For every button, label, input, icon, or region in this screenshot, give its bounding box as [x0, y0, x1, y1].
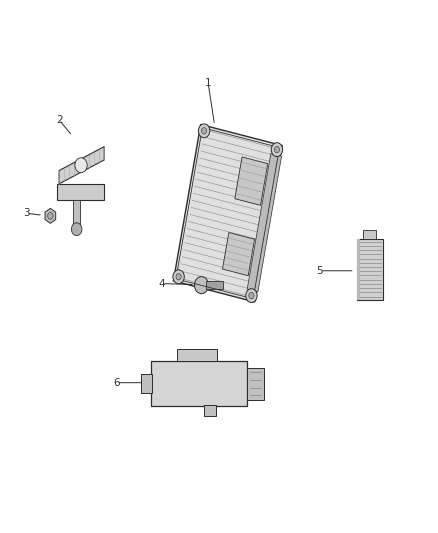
FancyBboxPatch shape: [363, 230, 376, 239]
Text: 2: 2: [56, 115, 63, 125]
Circle shape: [249, 293, 254, 299]
FancyBboxPatch shape: [357, 239, 360, 300]
Polygon shape: [57, 184, 104, 200]
Circle shape: [201, 127, 207, 134]
Text: 4: 4: [159, 279, 166, 288]
Circle shape: [194, 277, 208, 294]
Circle shape: [246, 289, 257, 303]
Polygon shape: [223, 232, 254, 276]
FancyBboxPatch shape: [206, 281, 223, 289]
Polygon shape: [235, 157, 268, 205]
Circle shape: [271, 143, 283, 157]
FancyBboxPatch shape: [357, 239, 383, 300]
Circle shape: [75, 158, 87, 173]
Circle shape: [198, 124, 210, 138]
Polygon shape: [247, 154, 282, 292]
Circle shape: [274, 147, 279, 153]
FancyBboxPatch shape: [141, 374, 152, 393]
Circle shape: [48, 213, 53, 219]
Circle shape: [71, 223, 82, 236]
FancyBboxPatch shape: [177, 350, 217, 361]
Text: 5: 5: [316, 266, 323, 276]
Polygon shape: [45, 208, 56, 223]
Circle shape: [176, 273, 181, 280]
Polygon shape: [59, 147, 104, 184]
FancyBboxPatch shape: [204, 405, 216, 416]
Circle shape: [173, 270, 184, 284]
Polygon shape: [173, 125, 282, 302]
Text: 1: 1: [205, 78, 212, 87]
FancyBboxPatch shape: [73, 200, 80, 229]
Text: 6: 6: [113, 378, 120, 387]
FancyBboxPatch shape: [151, 361, 247, 406]
Text: 3: 3: [23, 208, 30, 218]
FancyBboxPatch shape: [247, 368, 264, 400]
